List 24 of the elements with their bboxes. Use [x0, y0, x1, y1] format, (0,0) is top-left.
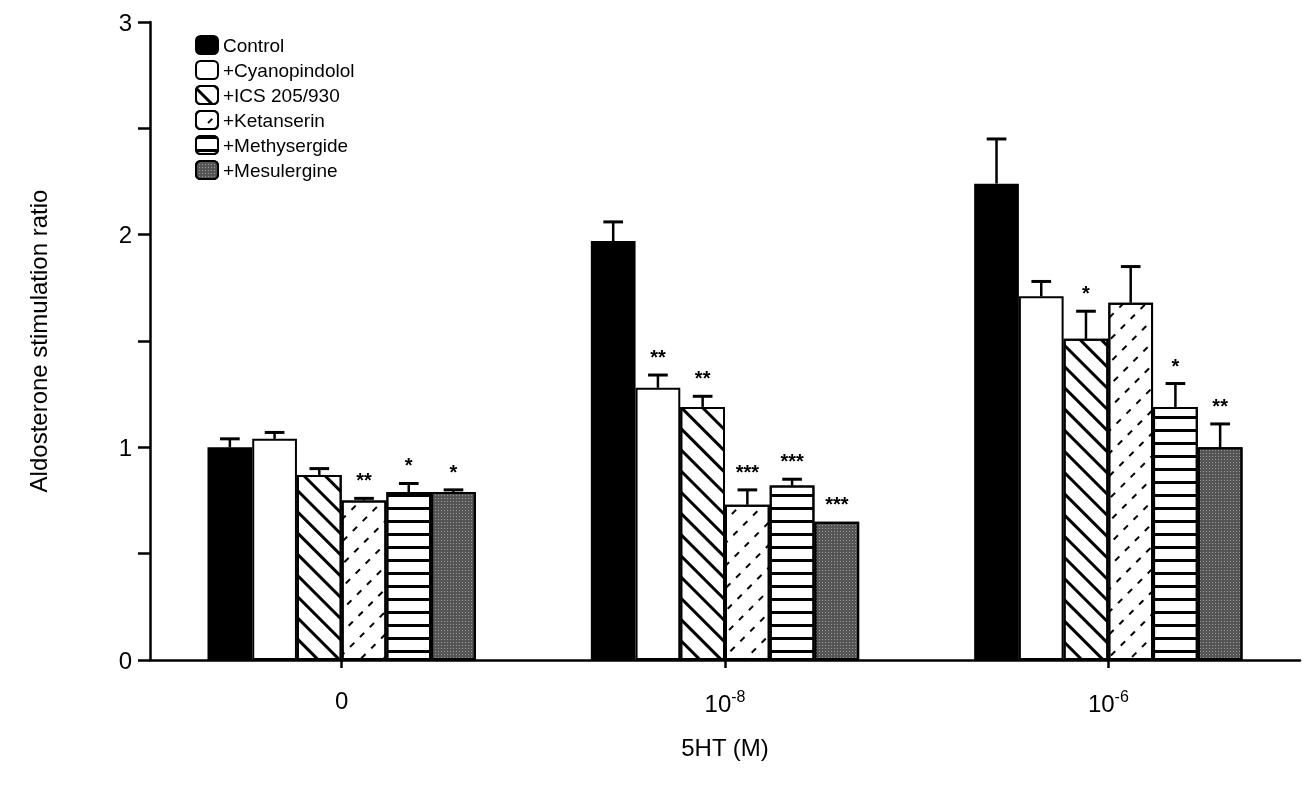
y-axis-title: Aldosterone stimulation ratio: [24, 189, 52, 493]
data-label: *: [449, 460, 458, 483]
data-label: **: [694, 367, 711, 390]
data-label: ***: [780, 450, 804, 473]
legend-label: +Mesulergine: [223, 159, 338, 181]
data-label: *: [1171, 354, 1180, 377]
data-label: ***: [735, 460, 760, 483]
legend-label: +Cyanopindolol: [223, 59, 355, 81]
legend-label: +Methysergide: [223, 134, 349, 156]
legend-label: Control: [223, 34, 285, 56]
legend-label: +Ketanserin: [223, 109, 325, 131]
y-tick-label: 3: [118, 8, 132, 36]
y-tick-label: 0: [118, 646, 132, 674]
data-label: **: [650, 346, 666, 369]
x-axis-title: 5HT (M): [681, 733, 769, 761]
data-label: ***: [825, 492, 849, 515]
x-tick-label: 0: [334, 686, 349, 714]
data-label: *: [1082, 282, 1091, 305]
data-label: **: [356, 469, 373, 492]
legend-label: +ICS 205/930: [223, 84, 340, 106]
data-label: *: [404, 454, 413, 477]
y-tick-label: 2: [118, 221, 132, 249]
data-label: **: [1212, 394, 1229, 417]
y-tick-label: 1: [118, 433, 132, 461]
